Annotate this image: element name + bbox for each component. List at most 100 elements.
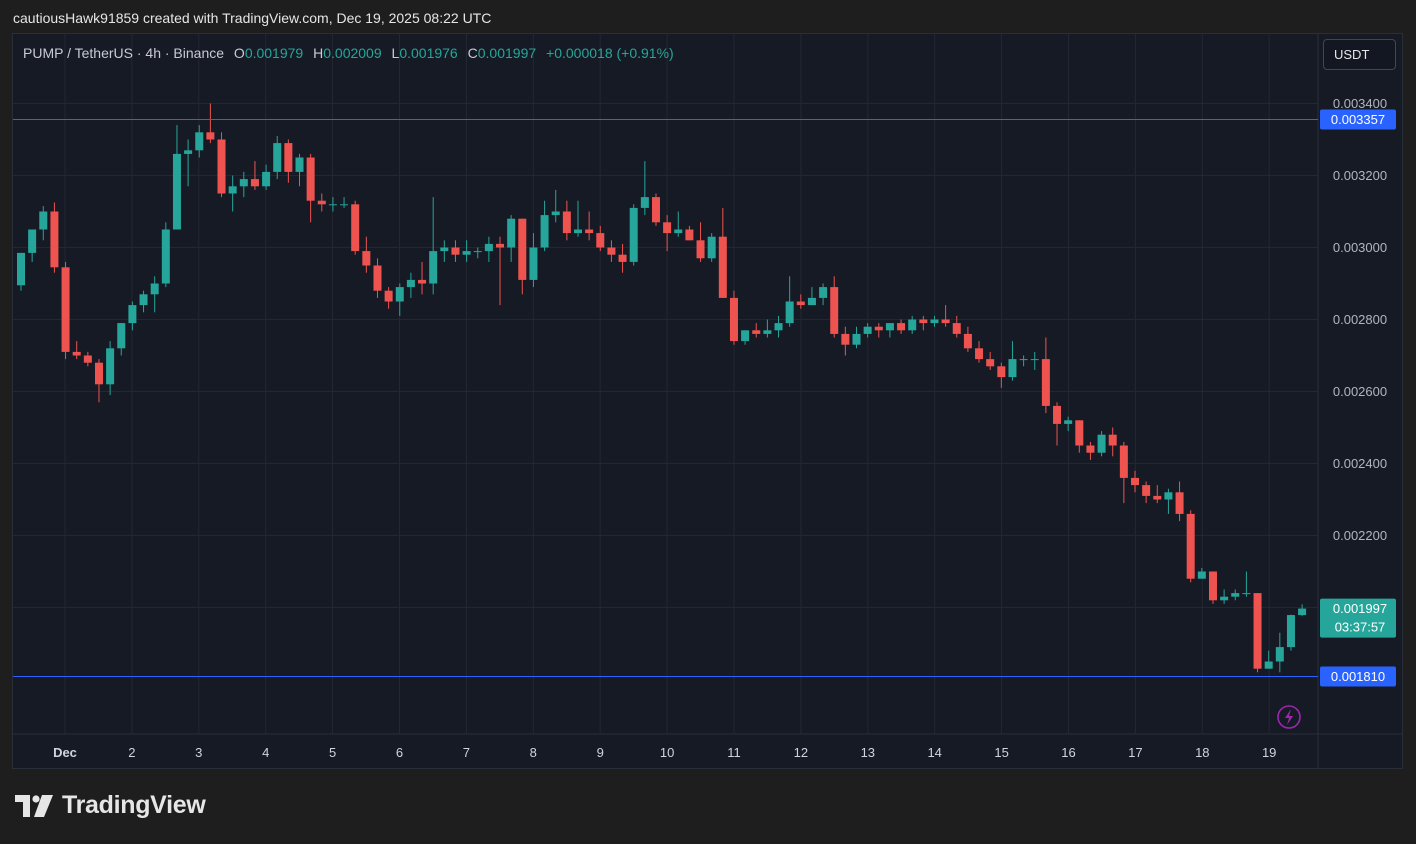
candle-body[interactable] xyxy=(852,333,861,345)
chart-frame[interactable] xyxy=(12,33,1403,769)
candle-body[interactable] xyxy=(507,218,516,248)
candle-body[interactable] xyxy=(1286,615,1295,648)
candle-body[interactable] xyxy=(1164,492,1173,500)
candle-body[interactable] xyxy=(317,200,326,205)
candle-body[interactable] xyxy=(863,326,872,334)
candle-body[interactable] xyxy=(640,197,649,208)
candle-body[interactable] xyxy=(217,139,226,194)
candle-body[interactable] xyxy=(975,348,984,360)
candle-body[interactable] xyxy=(908,319,917,331)
candle-body[interactable] xyxy=(184,150,193,154)
candle-body[interactable] xyxy=(696,240,705,259)
candle-body[interactable] xyxy=(897,323,906,331)
candle-body[interactable] xyxy=(1108,434,1117,446)
candle-body[interactable] xyxy=(629,207,638,262)
candle-body[interactable] xyxy=(72,351,81,356)
candle-body[interactable] xyxy=(406,279,415,288)
currency-button[interactable]: USDT xyxy=(1323,39,1396,70)
candle-body[interactable] xyxy=(28,229,37,253)
candle-body[interactable] xyxy=(997,366,1006,378)
candle-body[interactable] xyxy=(484,243,493,252)
candle-body[interactable] xyxy=(1197,571,1206,579)
candle-body[interactable] xyxy=(562,211,571,234)
candle-body[interactable] xyxy=(50,211,59,268)
candle-body[interactable] xyxy=(1008,359,1017,378)
candle-body[interactable] xyxy=(273,143,282,172)
candle-body[interactable] xyxy=(1119,445,1128,478)
candle-body[interactable] xyxy=(351,204,360,252)
candle-body[interactable] xyxy=(462,251,471,255)
candle-body[interactable] xyxy=(1142,485,1151,496)
candle-body[interactable] xyxy=(228,186,237,194)
candle-body[interactable] xyxy=(618,254,627,262)
candle-body[interactable] xyxy=(585,229,594,234)
candle-body[interactable] xyxy=(1019,359,1028,361)
candle-body[interactable] xyxy=(195,132,204,151)
candle-body[interactable] xyxy=(1242,593,1251,595)
candle-body[interactable] xyxy=(1220,596,1229,601)
candle-body[interactable] xyxy=(1097,434,1106,453)
candle-body[interactable] xyxy=(128,305,137,324)
candle-body[interactable] xyxy=(473,251,482,253)
symbol-name[interactable]: PUMP / TetherUS · 4h · Binance xyxy=(23,45,225,61)
candle-body[interactable] xyxy=(206,132,215,140)
candle-body[interactable] xyxy=(284,143,293,172)
candle-body[interactable] xyxy=(429,251,438,284)
candle-body[interactable] xyxy=(663,222,672,234)
candle-body[interactable] xyxy=(94,362,103,385)
candle-body[interactable] xyxy=(919,319,928,324)
candle-body[interactable] xyxy=(172,153,181,230)
candle-body[interactable] xyxy=(1086,445,1095,453)
candle-body[interactable] xyxy=(1231,593,1240,597)
tradingview-logo[interactable]: TradingView xyxy=(15,791,206,820)
candle-body[interactable] xyxy=(551,211,560,216)
candle-body[interactable] xyxy=(885,323,894,331)
candle-body[interactable] xyxy=(718,236,727,298)
candle-body[interactable] xyxy=(1253,593,1262,669)
candle-body[interactable] xyxy=(930,319,939,324)
candle-body[interactable] xyxy=(250,179,259,187)
candle-body[interactable] xyxy=(161,229,170,284)
candle-body[interactable] xyxy=(17,252,25,286)
candle-body[interactable] xyxy=(1264,661,1273,669)
candle-body[interactable] xyxy=(952,323,961,334)
candle-body[interactable] xyxy=(1053,405,1062,424)
candle-body[interactable] xyxy=(1064,420,1073,424)
candle-body[interactable] xyxy=(496,243,505,248)
candle-body[interactable] xyxy=(440,247,449,252)
candle-body[interactable] xyxy=(1208,571,1217,601)
candle-body[interactable] xyxy=(1153,495,1162,500)
candle-body[interactable] xyxy=(729,297,738,342)
candle-body[interactable] xyxy=(373,265,382,291)
candle-body[interactable] xyxy=(1186,513,1195,579)
candle-body[interactable] xyxy=(340,204,349,206)
candle-body[interactable] xyxy=(1275,647,1284,662)
candle-body[interactable] xyxy=(295,157,304,172)
candle-body[interactable] xyxy=(328,204,337,206)
candle-body[interactable] xyxy=(685,229,694,241)
candle-body[interactable] xyxy=(61,267,70,352)
candle-body[interactable] xyxy=(785,301,794,324)
candle-body[interactable] xyxy=(139,294,148,306)
candle-body[interactable] xyxy=(239,179,248,187)
candle-body[interactable] xyxy=(262,171,271,187)
candle-body[interactable] xyxy=(841,333,850,345)
candle-body[interactable] xyxy=(830,287,839,334)
candle-body[interactable] xyxy=(395,287,404,302)
candle-body[interactable] xyxy=(763,330,772,334)
candle-body[interactable] xyxy=(529,247,538,280)
candle-body[interactable] xyxy=(362,251,371,266)
candle-body[interactable] xyxy=(651,197,660,223)
candle-body[interactable] xyxy=(1175,492,1184,514)
candle-body[interactable] xyxy=(819,287,828,298)
candle-body[interactable] xyxy=(607,247,616,255)
candle-body[interactable] xyxy=(1298,608,1307,616)
candle-body[interactable] xyxy=(117,323,126,349)
candle-body[interactable] xyxy=(941,319,950,324)
candle-body[interactable] xyxy=(752,330,761,334)
candle-body[interactable] xyxy=(518,218,527,280)
candle-body[interactable] xyxy=(306,157,315,201)
candle-body[interactable] xyxy=(106,348,115,385)
candle-body[interactable] xyxy=(39,211,48,230)
